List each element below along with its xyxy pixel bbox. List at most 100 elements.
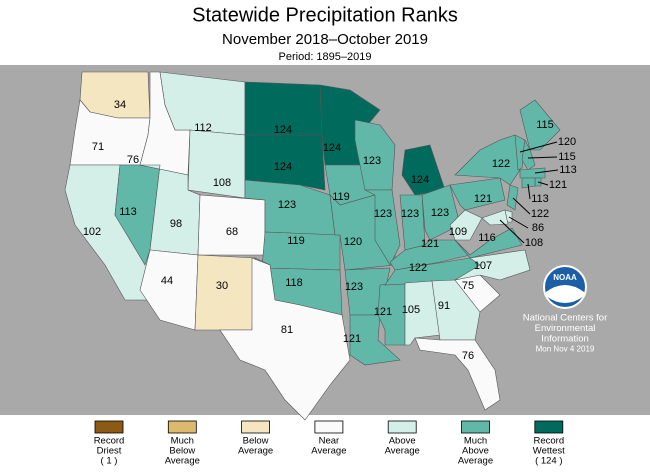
state-rank: 115 — [558, 151, 576, 163]
legend-label: Near — [319, 436, 340, 447]
state-rank: 113 — [531, 193, 549, 205]
state-rank: 124 — [274, 161, 292, 173]
legend-swatch — [461, 420, 490, 434]
credit-line: Information — [541, 334, 589, 345]
state-rank: 91 — [438, 300, 450, 312]
legend-label: Average — [165, 456, 200, 467]
state — [449, 177, 506, 211]
state-rank: 116 — [478, 232, 496, 244]
state-rank: 98 — [170, 218, 182, 230]
legend-label: Below — [169, 446, 195, 457]
state-rank: 121 — [374, 306, 392, 318]
legend-swatch — [241, 420, 271, 434]
state-rank: 118 — [285, 277, 303, 289]
state-rank: 121 — [421, 238, 439, 250]
legend-label: Average — [385, 446, 420, 457]
state — [519, 99, 561, 151]
state-rank: 44 — [161, 275, 173, 287]
noaa-logo-text: NOAA — [553, 273, 577, 282]
legend-label: ( 124 ) — [535, 456, 562, 467]
legend-label: Much — [171, 436, 194, 447]
leader-line — [537, 181, 549, 186]
state-rank: 121 — [474, 193, 492, 205]
state — [364, 189, 401, 266]
state — [519, 167, 546, 179]
state-rank: 109 — [449, 226, 467, 238]
state-rank: 71 — [92, 141, 104, 153]
state-rank: 34 — [114, 99, 126, 111]
state-rank: 122 — [409, 262, 427, 274]
state-rank: 120 — [344, 236, 362, 248]
leader-line — [499, 219, 525, 244]
state — [194, 254, 256, 331]
state — [79, 71, 151, 119]
state — [506, 184, 519, 211]
noaa-logo-wave — [546, 285, 584, 303]
leader-line — [527, 156, 558, 159]
state-rank: 124 — [411, 174, 429, 186]
legend-label: Average — [311, 446, 346, 457]
period: Period: 1895–2019 — [279, 51, 372, 63]
leader-line — [508, 216, 529, 229]
legend-swatch — [314, 420, 344, 434]
credit-line: National Centers for — [523, 313, 607, 324]
state-rank: 30 — [216, 280, 228, 292]
state-rank: 121 — [343, 333, 361, 345]
state-rank: 102 — [83, 226, 101, 238]
states — [64, 71, 561, 421]
state-rank: 119 — [332, 191, 350, 203]
legend-label: Below — [243, 436, 269, 447]
title: Statewide Precipitation Ranks — [192, 4, 458, 26]
state-labels: 34 71 102 113 76 112 108 98 68 44 30 124 124 123 119 11… — [83, 99, 577, 362]
state-rank: 75 — [462, 280, 474, 292]
leader-line — [527, 183, 531, 200]
state-rank: 76 — [127, 154, 139, 166]
state-rank: 123 — [431, 207, 449, 219]
state-rank: 76 — [462, 350, 474, 362]
state — [219, 257, 351, 421]
state-rank: 108 — [525, 237, 543, 249]
legend-label: Average — [238, 446, 273, 457]
legend-label: Average — [458, 456, 493, 467]
state-rank: 121 — [549, 179, 567, 191]
state-rank: 115 — [536, 119, 554, 131]
state-rank: 122 — [492, 158, 510, 170]
state — [454, 249, 531, 281]
state-rank: 123 — [363, 155, 381, 167]
state — [521, 139, 536, 171]
state-rank: 113 — [119, 206, 137, 218]
credit-line: Environmental — [535, 323, 596, 334]
state-rank: 81 — [281, 324, 293, 336]
legend-label: Wettest — [533, 446, 565, 457]
legend-swatch — [167, 420, 197, 434]
state-rank: 124 — [323, 142, 341, 154]
state-rank: 86 — [532, 222, 544, 234]
state — [521, 177, 536, 189]
state-rank: 123 — [278, 199, 296, 211]
state-rank: 123 — [374, 208, 392, 220]
state-rank: 68 — [226, 226, 238, 238]
credit: National Centers forEnvironmentalInforma… — [523, 313, 607, 354]
legend-swatch — [94, 420, 124, 434]
legend-label: ( 1 ) — [101, 456, 118, 467]
legend-label: Above — [389, 436, 416, 447]
state-rank: 113 — [559, 164, 577, 176]
legend-swatch — [387, 420, 417, 434]
state-rank: 124 — [274, 124, 292, 136]
state-rank: 122 — [531, 208, 549, 220]
state — [431, 279, 481, 341]
legend-label: Driest — [97, 446, 122, 457]
legend-label: Record — [94, 436, 125, 447]
state-rank: 112 — [194, 122, 212, 134]
legend-swatch — [534, 420, 564, 434]
state-rank: 107 — [474, 260, 492, 272]
legend-label: Much — [464, 436, 487, 447]
state-rank: 123 — [345, 281, 363, 293]
legend-label: Record — [533, 436, 564, 447]
state-rank: 123 — [401, 208, 419, 220]
subtitle: November 2018–October 2019 — [222, 31, 428, 48]
leader-line — [519, 141, 558, 153]
state-rank: 120 — [558, 136, 576, 148]
